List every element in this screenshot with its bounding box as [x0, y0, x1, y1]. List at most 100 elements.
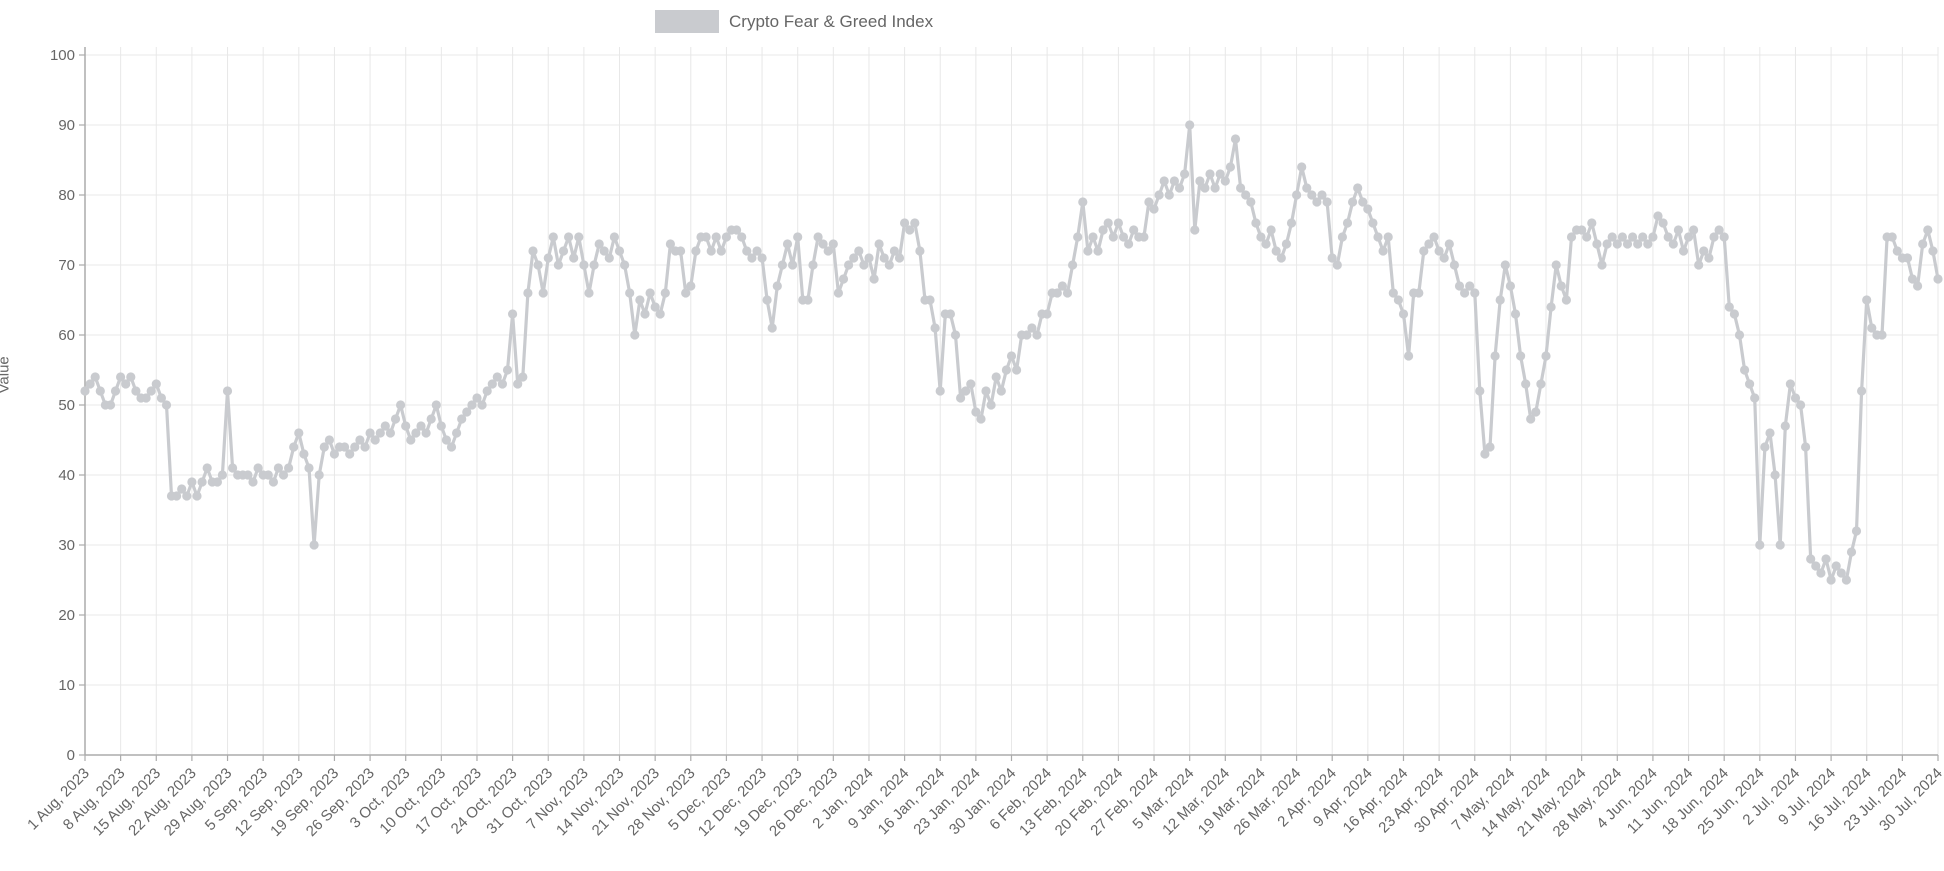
data-point[interactable]	[1398, 309, 1409, 319]
data-point[interactable]	[1078, 197, 1088, 207]
data-point[interactable]	[1796, 400, 1806, 410]
data-point[interactable]	[1831, 561, 1841, 571]
data-point[interactable]	[828, 239, 838, 249]
data-point[interactable]	[95, 386, 105, 396]
data-point[interactable]	[1602, 239, 1612, 249]
data-point[interactable]	[833, 288, 844, 298]
data-point[interactable]	[1251, 218, 1261, 228]
data-point[interactable]	[1495, 295, 1505, 305]
data-point[interactable]	[1388, 288, 1398, 298]
data-point[interactable]	[889, 246, 900, 256]
data-point[interactable]	[1811, 561, 1821, 571]
data-point[interactable]	[625, 288, 635, 298]
data-point[interactable]	[1139, 232, 1149, 242]
data-point[interactable]	[1801, 442, 1811, 452]
data-point[interactable]	[757, 253, 767, 263]
data-point[interactable]	[1622, 239, 1633, 249]
data-point[interactable]	[711, 232, 721, 242]
data-point[interactable]	[365, 428, 375, 438]
data-point[interactable]	[329, 449, 339, 459]
data-point[interactable]	[1246, 197, 1256, 207]
data-point[interactable]	[217, 470, 227, 480]
data-point[interactable]	[1526, 414, 1536, 424]
data-point[interactable]	[146, 386, 156, 396]
data-point[interactable]	[1633, 239, 1643, 249]
data-point[interactable]	[706, 246, 716, 256]
data-point[interactable]	[1266, 225, 1276, 235]
data-point[interactable]	[1612, 239, 1622, 249]
data-point[interactable]	[151, 379, 161, 389]
data-point[interactable]	[507, 309, 518, 319]
data-point[interactable]	[879, 253, 889, 263]
data-point[interactable]	[1236, 183, 1246, 193]
data-point[interactable]	[1439, 253, 1449, 263]
data-point[interactable]	[141, 393, 151, 403]
data-point[interactable]	[1001, 365, 1012, 375]
data-point[interactable]	[1144, 197, 1154, 207]
data-point[interactable]	[1521, 379, 1531, 389]
data-point[interactable]	[701, 232, 711, 242]
data-point[interactable]	[1307, 190, 1317, 200]
data-point[interactable]	[956, 393, 966, 403]
data-point[interactable]	[996, 386, 1006, 396]
data-point[interactable]	[589, 260, 599, 270]
data-point[interactable]	[1699, 246, 1709, 256]
data-point[interactable]	[1689, 225, 1699, 235]
data-point[interactable]	[1088, 232, 1098, 242]
data-point[interactable]	[1740, 365, 1750, 375]
data-point[interactable]	[772, 281, 782, 291]
data-point[interactable]	[650, 302, 660, 312]
data-point[interactable]	[569, 253, 579, 263]
data-point[interactable]	[1185, 120, 1195, 130]
data-point[interactable]	[1353, 183, 1363, 193]
data-point[interactable]	[660, 288, 670, 298]
data-point[interactable]	[1643, 239, 1653, 249]
data-point[interactable]	[1281, 239, 1291, 249]
data-point[interactable]	[803, 295, 813, 305]
data-point[interactable]	[1154, 190, 1164, 200]
data-point[interactable]	[426, 414, 436, 424]
data-point[interactable]	[406, 435, 416, 445]
data-point[interactable]	[1577, 225, 1587, 235]
data-point[interactable]	[1454, 281, 1465, 291]
data-point[interactable]	[90, 372, 100, 382]
data-point[interactable]	[1480, 449, 1490, 459]
data-point[interactable]	[523, 288, 533, 298]
data-point[interactable]	[859, 260, 869, 270]
data-point[interactable]	[380, 421, 390, 431]
data-point[interactable]	[462, 407, 472, 417]
data-point[interactable]	[1851, 526, 1862, 536]
data-point[interactable]	[1332, 260, 1342, 270]
data-point[interactable]	[716, 246, 726, 256]
data-point[interactable]	[579, 260, 589, 270]
data-point[interactable]	[1485, 442, 1495, 452]
data-point[interactable]	[838, 274, 849, 284]
data-point[interactable]	[314, 470, 324, 480]
data-point[interactable]	[482, 386, 492, 396]
data-point[interactable]	[477, 400, 487, 410]
data-point[interactable]	[1363, 204, 1373, 214]
data-point[interactable]	[925, 295, 935, 305]
data-point[interactable]	[1877, 330, 1887, 340]
data-point[interactable]	[1918, 239, 1928, 249]
data-point[interactable]	[1582, 232, 1592, 242]
data-point[interactable]	[1169, 176, 1179, 186]
data-point[interactable]	[360, 442, 370, 452]
data-point[interactable]	[1638, 232, 1648, 242]
data-point[interactable]	[1719, 232, 1729, 242]
data-point[interactable]	[80, 386, 90, 396]
data-point[interactable]	[304, 463, 314, 473]
data-point[interactable]	[187, 477, 197, 487]
data-point[interactable]	[1470, 288, 1480, 298]
data-point[interactable]	[1052, 288, 1062, 298]
data-point[interactable]	[1032, 330, 1042, 340]
chart-legend-item[interactable]: Crypto Fear & Greed Index	[655, 10, 933, 33]
data-point[interactable]	[732, 225, 742, 235]
data-point[interactable]	[874, 239, 884, 249]
data-point[interactable]	[1628, 232, 1638, 242]
data-point[interactable]	[1704, 253, 1714, 263]
data-point[interactable]	[676, 246, 686, 256]
data-point[interactable]	[1424, 239, 1434, 249]
data-point[interactable]	[1190, 225, 1200, 235]
data-point[interactable]	[457, 414, 467, 424]
